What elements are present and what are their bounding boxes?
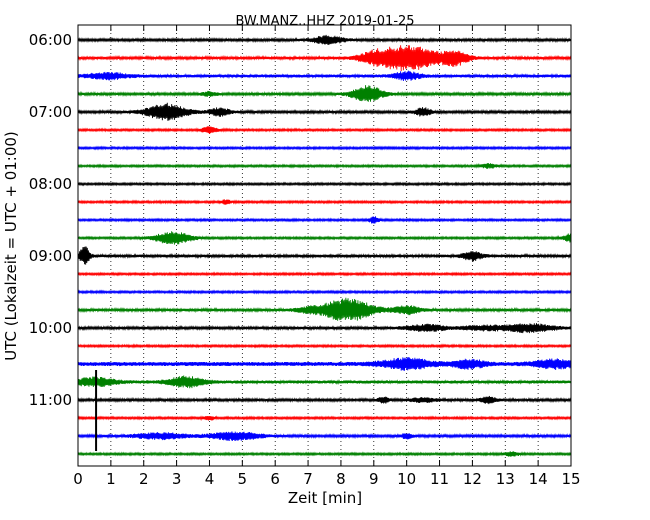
trace-1100 — [77, 395, 572, 405]
trace-0645 — [77, 85, 572, 102]
trace-0845 — [77, 231, 572, 245]
y-tick-label: 06:00 — [29, 31, 72, 49]
trace-0715 — [77, 126, 572, 134]
trace-0745 — [77, 163, 572, 169]
trace-0915 — [77, 271, 572, 277]
x-tick-label: 12 — [463, 470, 482, 488]
chart-title: BW.MANZ..HHZ 2019-01-25 — [235, 14, 414, 29]
x-tick-label: 11 — [430, 470, 449, 488]
x-tick-label: 0 — [73, 470, 83, 488]
x-tick-label: 9 — [369, 470, 379, 488]
y-tick-label: 07:00 — [29, 103, 72, 121]
x-tick-label: 14 — [529, 470, 548, 488]
trace-1045 — [77, 375, 572, 389]
trace-0930 — [77, 289, 572, 295]
trace-1030 — [77, 357, 572, 371]
x-tick-label: 6 — [270, 470, 280, 488]
y-tick-label: 11:00 — [29, 391, 72, 409]
trace-0815 — [77, 199, 572, 205]
trace-1015 — [77, 343, 572, 349]
x-tick-label: 1 — [106, 470, 116, 488]
trace-1115 — [77, 415, 572, 421]
plot-frame — [77, 24, 572, 467]
x-tick-label: 2 — [139, 470, 149, 488]
x-tick-label: 8 — [336, 470, 346, 488]
trace-1130 — [77, 431, 572, 441]
x-tick-label: 3 — [172, 470, 182, 488]
trace-0900 — [77, 246, 572, 265]
x-tick-label: 5 — [238, 470, 248, 488]
seismic-traces — [77, 34, 572, 457]
y-axis-label: UTC (Lokalzeit = UTC + 01:00) — [2, 131, 20, 361]
y-tick-label: 10:00 — [29, 319, 72, 337]
vertical-gridlines — [110, 25, 539, 466]
trace-0600 — [77, 34, 572, 46]
x-tick-label: 13 — [496, 470, 515, 488]
x-tick-label: 4 — [205, 470, 215, 488]
trace-0800 — [77, 181, 572, 187]
trace-0730 — [77, 145, 572, 151]
x-tick-label: 15 — [561, 470, 580, 488]
y-tick-label: 08:00 — [29, 175, 72, 193]
x-tick-label: 10 — [397, 470, 416, 488]
x-axis-label: Zeit [min] — [288, 489, 362, 507]
trace-1145 — [77, 451, 572, 457]
trace-1000 — [77, 323, 572, 334]
trace-0830 — [77, 216, 572, 224]
trace-0630 — [77, 70, 572, 81]
trace-0700 — [77, 102, 572, 121]
y-tick-label: 09:00 — [29, 247, 72, 265]
trace-0945 — [77, 297, 572, 321]
x-axis-ticks: 0 1 2 3 4 5 6 7 8 9 10 11 12 13 14 15 — [73, 25, 581, 488]
y-axis-ticks: 06:00 07:00 08:00 09:00 10:00 11:00 — [29, 31, 571, 409]
x-tick-label: 7 — [303, 470, 313, 488]
trace-0615 — [77, 45, 572, 71]
